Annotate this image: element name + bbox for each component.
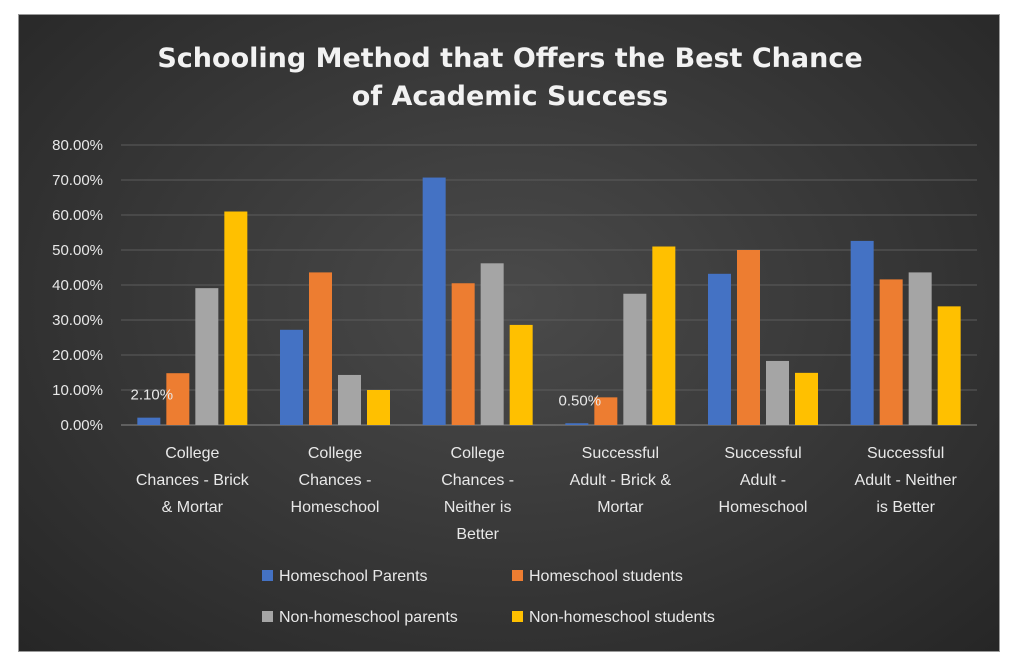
x-category-label: College [308,445,362,462]
y-tick-label: 50.00% [52,242,103,259]
bar-homeschool-students [166,373,190,425]
bar-non-homeschool-students [937,306,961,425]
y-tick-label: 0.00% [60,417,103,434]
bar-non-homeschool-parents [766,360,789,425]
bar-non-homeschool-students [367,390,390,425]
y-tick-label: 60.00% [52,207,103,224]
x-category-label: Homeschool [291,499,380,516]
legend-label: Non-homeschool students [529,609,715,626]
bar-homeschool-students [594,397,618,425]
y-tick-label: 40.00% [52,277,103,294]
y-tick-label: 10.00% [52,382,103,399]
y-tick-label: 80.00% [52,137,103,154]
bar-homeschool-parents [280,329,303,425]
x-category-label: Chances - [299,472,372,489]
legend-swatch [262,611,273,622]
x-category-label: Adult - [740,472,786,489]
x-category-label: is Better [876,499,935,516]
legend-swatch [262,570,273,581]
bar-non-homeschool-parents [480,263,504,425]
x-category-label: College [165,445,219,462]
chart-title-line: Schooling Method that Offers the Best Ch… [157,43,862,74]
bar-homeschool-students [309,272,332,425]
legend-label: Non-homeschool parents [279,609,458,626]
x-category-label: Mortar [597,499,644,516]
x-category-label: Successful [724,445,801,462]
x-category-label: Better [456,526,499,543]
bar-homeschool-students [879,279,903,425]
x-category-label: Neither is [444,499,512,516]
bar-homeschool-parents [422,177,446,425]
legend-label: Homeschool students [529,568,683,585]
bar-non-homeschool-students [224,211,248,425]
y-tick-label: 70.00% [52,172,103,189]
x-category-label: Adult - Brick & [570,472,672,489]
x-category-label: Chances - Brick [136,472,250,489]
x-category-label: & Mortar [162,499,224,516]
bar-homeschool-parents [850,240,874,425]
x-category-label: Homeschool [719,499,808,516]
x-category-label: Adult - Neither [855,472,958,489]
x-category-label: Successful [867,445,944,462]
bar-homeschool-parents [708,273,731,425]
bar-homeschool-students [451,283,475,425]
data-label: 0.50% [559,392,602,409]
bar-non-homeschool-parents [908,272,932,425]
y-tick-label: 30.00% [52,312,103,329]
bar-homeschool-students [737,250,760,425]
bar-homeschool-parents [137,417,161,425]
chart-area: Schooling Method that Offers the Best Ch… [18,14,1000,652]
bar-non-homeschool-students [509,324,533,425]
bar-non-homeschool-parents [623,293,647,425]
legend-swatch [512,570,523,581]
data-label: 2.10% [131,387,174,404]
legend-swatch [512,611,523,622]
bar-non-homeschool-parents [195,288,219,425]
y-tick-label: 20.00% [52,347,103,364]
bar-non-homeschool-students [652,246,676,425]
bar-chart: Schooling Method that Offers the Best Ch… [52,43,977,626]
chart-title-line: of Academic Success [352,81,668,112]
x-category-label: Successful [582,445,659,462]
x-category-label: Chances - [441,472,514,489]
bar-homeschool-parents [565,423,589,425]
x-category-label: College [451,445,505,462]
legend-label: Homeschool Parents [279,568,428,585]
bar-non-homeschool-parents [338,374,361,425]
bar-non-homeschool-students [795,372,818,425]
